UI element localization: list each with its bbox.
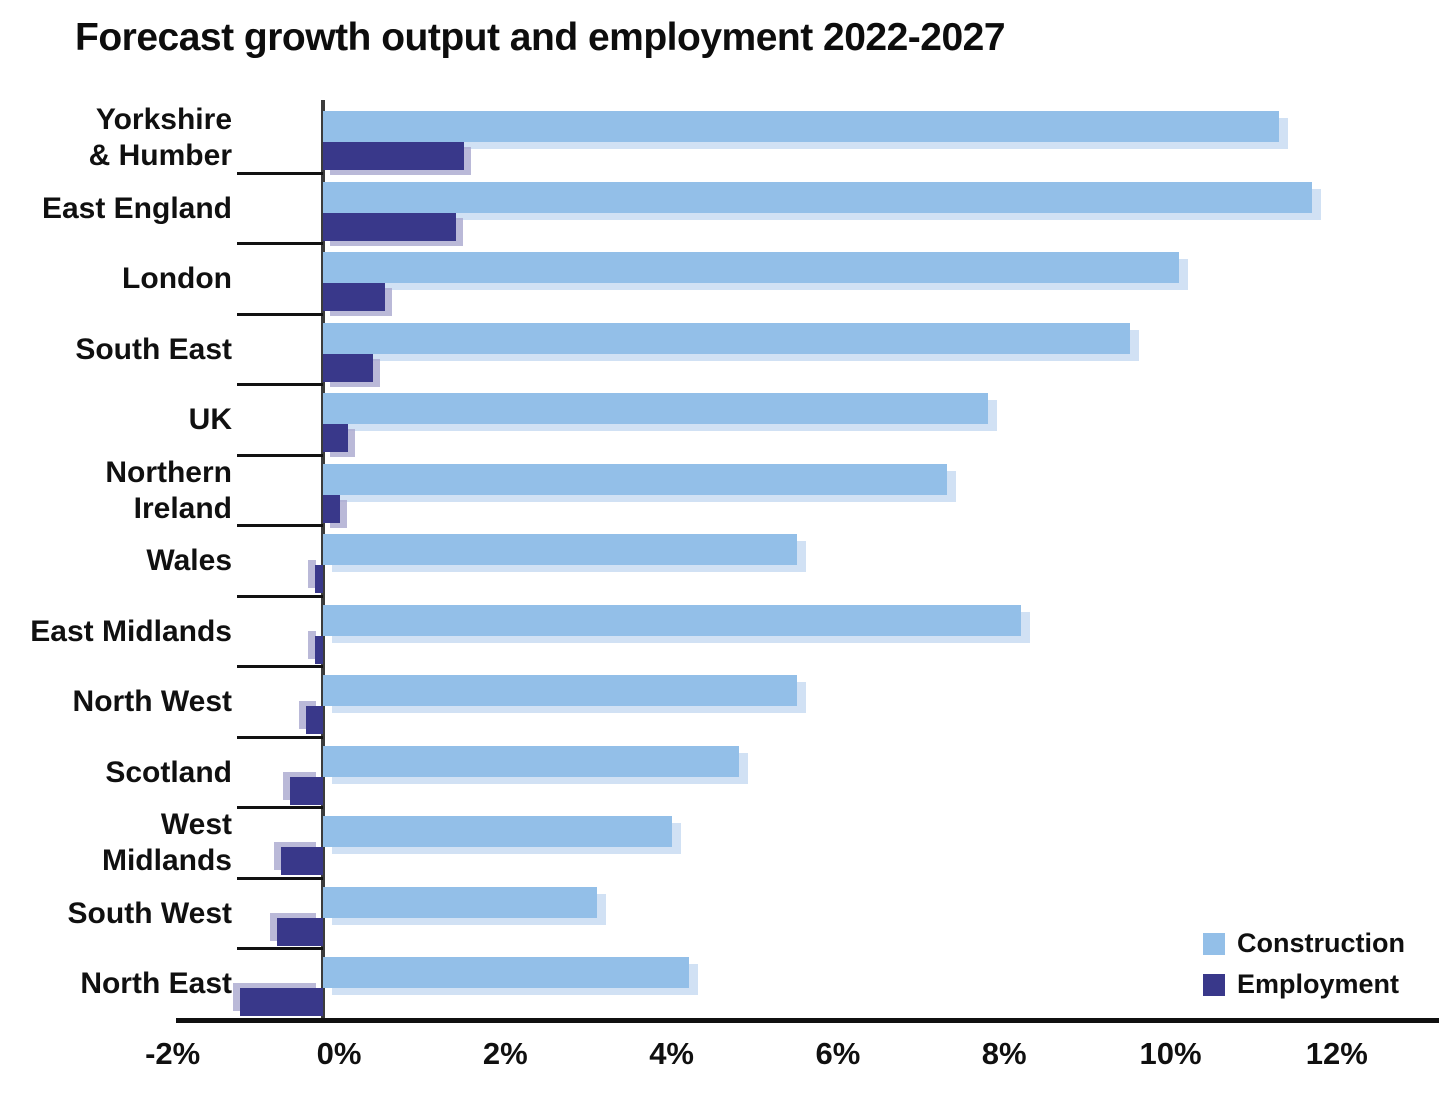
x-tick-label: 8% xyxy=(981,1036,1027,1071)
category-label: Northern Ireland xyxy=(105,455,232,525)
category-tick-line xyxy=(237,876,323,880)
x-tick-label: 6% xyxy=(815,1036,861,1071)
construction-bar xyxy=(323,393,989,425)
employment-bar xyxy=(323,353,373,382)
category-label: Yorkshire & Humber xyxy=(88,103,232,172)
category-tick-line xyxy=(237,947,323,951)
category-tick-line xyxy=(237,171,323,175)
category-label: East England xyxy=(41,191,232,225)
x-tick-label: 2% xyxy=(482,1036,528,1071)
category-label: West Midlands xyxy=(101,808,232,878)
employment-bar xyxy=(306,706,323,735)
x-tick-label: -2% xyxy=(145,1036,201,1071)
category-label: North East xyxy=(80,967,232,1001)
category-tick-line xyxy=(237,383,323,387)
employment-bar xyxy=(323,142,465,170)
construction-bar xyxy=(323,534,797,566)
construction-bar xyxy=(323,957,689,989)
employment-bar xyxy=(239,988,323,1017)
employment-bar xyxy=(281,847,323,876)
construction-bar xyxy=(323,463,947,495)
category-label: UK xyxy=(188,403,232,437)
construction-bar xyxy=(323,111,1280,142)
category-tick-line xyxy=(237,665,323,669)
construction-bar xyxy=(323,675,797,707)
x-tick-label: 0% xyxy=(316,1036,362,1071)
construction-bar xyxy=(323,322,1130,354)
category-tick-line xyxy=(237,312,323,316)
category-tick-line xyxy=(237,735,323,739)
category-label: South West xyxy=(67,896,232,930)
employment-swatch-icon xyxy=(1203,973,1225,996)
employment-bar xyxy=(314,635,323,664)
x-tick-label: 10% xyxy=(1139,1036,1202,1071)
construction-bar xyxy=(323,252,1180,284)
category-tick-line xyxy=(237,453,323,457)
construction-swatch-icon xyxy=(1203,932,1225,955)
category-label: South East xyxy=(75,332,232,366)
employment-bar xyxy=(323,283,386,312)
category-label: Scotland xyxy=(105,755,232,789)
category-tick-line xyxy=(237,242,323,246)
chart-title: Forecast growth output and employment 20… xyxy=(75,16,1006,59)
category-tick-line xyxy=(237,594,323,598)
legend-label-employment: Employment xyxy=(1237,969,1400,999)
x-tick-label: 4% xyxy=(649,1036,694,1071)
construction-bar xyxy=(323,745,739,777)
employment-bar xyxy=(314,565,323,594)
category-tick-line xyxy=(237,806,323,810)
construction-bar xyxy=(323,604,1022,636)
category-label: North West xyxy=(72,685,232,719)
construction-bar xyxy=(323,816,673,848)
employment-bar xyxy=(289,776,323,805)
x-axis-line xyxy=(176,1018,1439,1023)
employment-bar xyxy=(323,494,340,523)
employment-bar xyxy=(323,212,457,241)
construction-bar xyxy=(323,181,1313,213)
legend-label-construction: Construction xyxy=(1237,928,1405,958)
legend-item-employment: Employment xyxy=(1203,969,1405,1000)
legend: Construction Employment xyxy=(1203,928,1405,1000)
x-tick-label: 12% xyxy=(1305,1036,1368,1071)
category-label: Wales xyxy=(146,544,232,578)
employment-bar xyxy=(277,917,323,946)
legend-item-construction: Construction xyxy=(1203,928,1405,959)
category-label: East Midlands xyxy=(30,614,232,648)
category-tick-line xyxy=(237,524,323,528)
construction-bar xyxy=(323,886,598,918)
employment-bar xyxy=(323,424,348,453)
category-label: London xyxy=(122,262,232,296)
